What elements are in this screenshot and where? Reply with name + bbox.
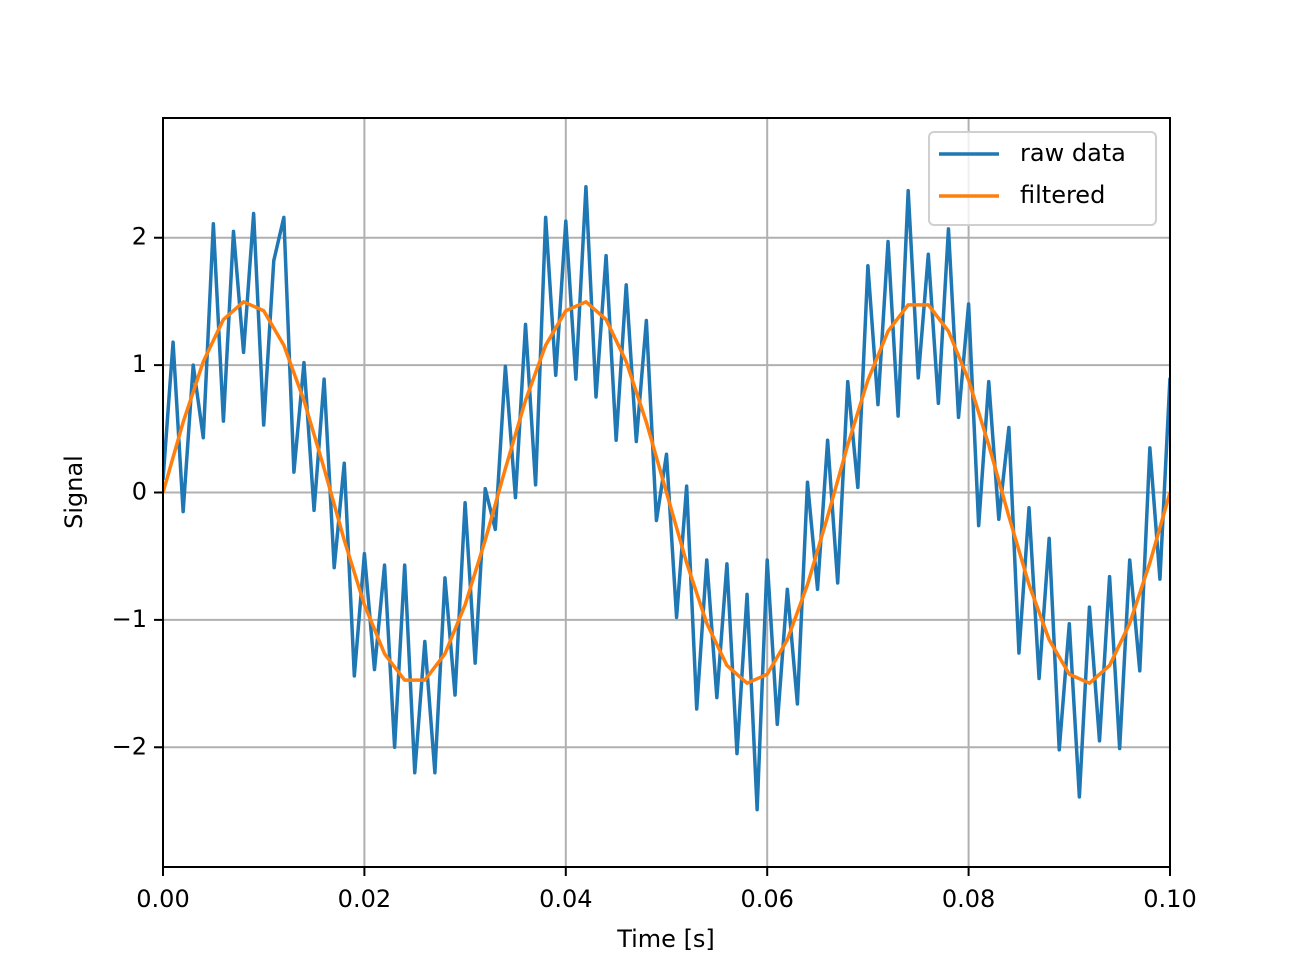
y-axis-label: Signal bbox=[60, 455, 88, 529]
x-tick-label: 0.10 bbox=[1143, 885, 1196, 913]
x-tick-label: 0.08 bbox=[942, 885, 995, 913]
y-tick-label: 1 bbox=[132, 350, 147, 378]
x-axis-label: Time [s] bbox=[616, 925, 715, 953]
x-tick-label: 0.02 bbox=[338, 885, 391, 913]
legend-label: raw data bbox=[1020, 139, 1126, 167]
y-tick-label: −1 bbox=[112, 605, 147, 633]
y-tick-label: 0 bbox=[132, 478, 147, 506]
plot-frame bbox=[162, 117, 1171, 868]
series-line bbox=[163, 300, 1170, 685]
x-tick-label: 0.06 bbox=[740, 885, 793, 913]
legend-label: filtered bbox=[1020, 181, 1105, 209]
x-tick-label: 0.04 bbox=[539, 885, 592, 913]
y-tick-label: −2 bbox=[112, 732, 147, 760]
y-tick-label: 2 bbox=[132, 223, 147, 251]
x-tick-label: 0.00 bbox=[136, 885, 189, 913]
